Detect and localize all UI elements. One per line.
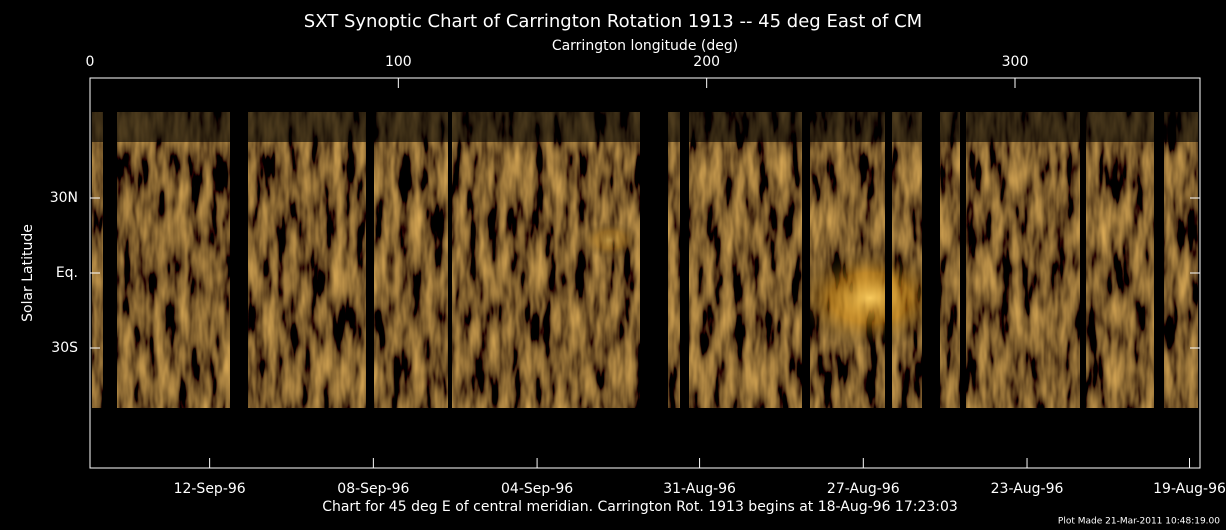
y-tick-label: 30N xyxy=(50,190,78,206)
caption: Chart for 45 deg E of central meridian. … xyxy=(322,499,958,515)
x-tick-label: 100 xyxy=(385,54,412,70)
x2-tick-label: 19-Aug-96 xyxy=(1153,481,1226,497)
synoptic-image xyxy=(92,100,1198,410)
x-tick-label: 300 xyxy=(1002,54,1029,70)
x2-tick-label: 27-Aug-96 xyxy=(827,481,900,497)
y-axis-label: Solar Latitude xyxy=(20,224,36,322)
chart-title: SXT Synoptic Chart of Carrington Rotatio… xyxy=(304,11,922,32)
x2-tick-label: 04-Sep-96 xyxy=(501,481,573,497)
x2-tick-label: 08-Sep-96 xyxy=(337,481,409,497)
x-tick-label: 0 xyxy=(86,54,95,70)
data-gaps xyxy=(103,100,1164,410)
footer: Plot Made 21-Mar-2011 10:48:19.00 xyxy=(1058,517,1220,527)
x2-tick-label: 23-Aug-96 xyxy=(991,481,1064,497)
x2-tick-label: 12-Sep-96 xyxy=(174,481,246,497)
image-glow xyxy=(790,248,950,348)
x-tick-label: 200 xyxy=(693,54,720,70)
y-tick-label: Eq. xyxy=(56,265,78,281)
image-glow xyxy=(580,222,640,258)
y-tick-label: 30S xyxy=(51,340,78,356)
x2-tick-label: 31-Aug-96 xyxy=(663,481,736,497)
x-axis-label: Carrington longitude (deg) xyxy=(552,38,738,54)
